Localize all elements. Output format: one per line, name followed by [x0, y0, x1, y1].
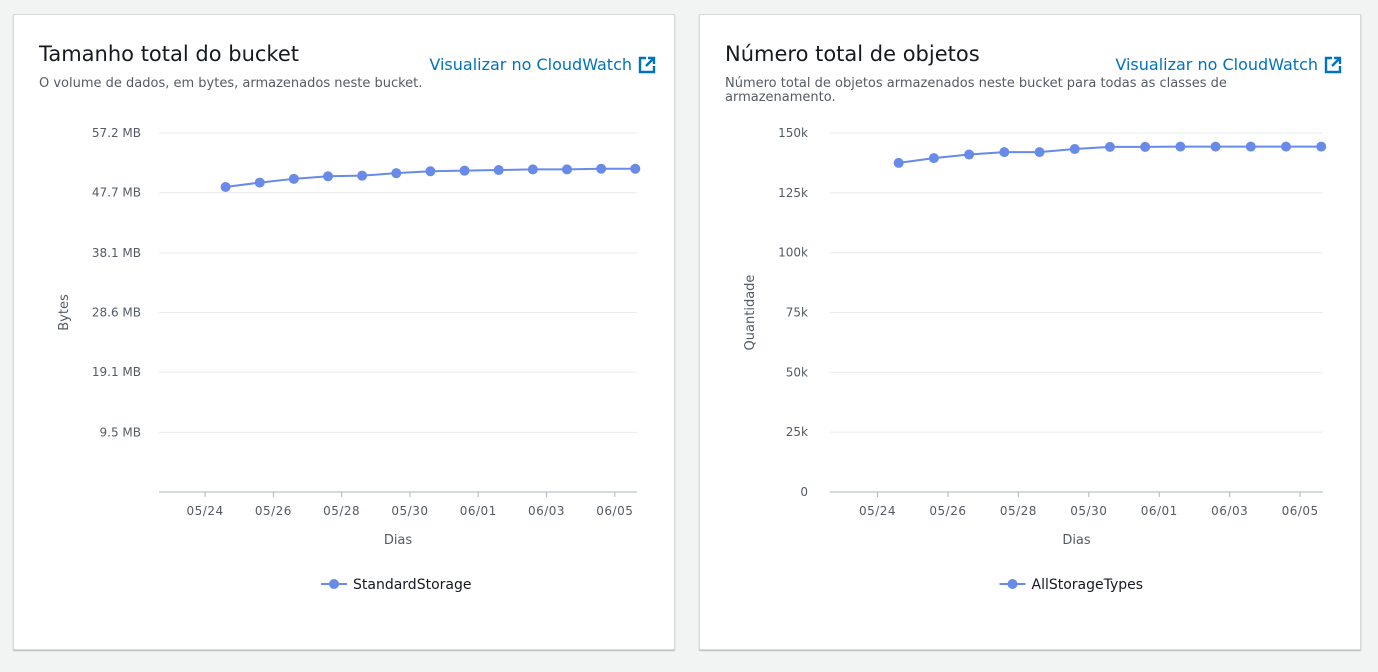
link-label: Visualizar no CloudWatch: [429, 55, 632, 74]
y-tick-label: 19.1 MB: [92, 365, 141, 379]
data-point: [425, 166, 436, 177]
object-count-chart: 150k 125k 100k 75k 50k 25k 0 05/24 05/26 05/28 05/…: [743, 126, 1327, 593]
panel-description: Número total de objetos armazenados nest…: [725, 76, 1227, 105]
view-in-cloudwatch-link[interactable]: Visualizar no CloudWatch: [1115, 55, 1342, 74]
x-tick-label: 05/24: [859, 504, 896, 518]
legend-label: StandardStorage: [353, 577, 471, 593]
y-tick-label: 100k: [778, 246, 808, 260]
data-point: [254, 177, 265, 188]
data-point: [288, 173, 299, 184]
data-point: [893, 157, 904, 168]
x-tick-label: 05/28: [323, 504, 360, 518]
x-tick-label: 06/05: [596, 504, 633, 518]
x-tick-label: 06/01: [460, 504, 497, 518]
view-in-cloudwatch-link[interactable]: Visualizar no CloudWatch: [429, 55, 656, 74]
data-point: [1245, 141, 1256, 152]
data-point: [1316, 141, 1327, 152]
x-tick-label: 05/26: [929, 504, 966, 518]
y-tick-label: 38.1 MB: [92, 246, 141, 260]
y-tick-label: 50k: [786, 365, 808, 379]
data-point: [493, 165, 504, 176]
legend-label: AllStorageTypes: [1032, 577, 1144, 593]
panel-title: Número total de objetos: [725, 42, 980, 66]
external-link-icon: [638, 56, 656, 74]
x-tick-label: 06/03: [1211, 504, 1248, 518]
data-point: [1034, 147, 1045, 158]
data-point: [596, 163, 607, 174]
data-point: [391, 168, 402, 179]
x-axis-title: Dias: [1062, 533, 1091, 548]
data-point: [220, 181, 231, 192]
data-point: [357, 170, 368, 181]
bucket-size-panel: Tamanho total do bucket O volume de dado…: [13, 14, 675, 650]
x-tick-label: 05/30: [391, 504, 428, 518]
data-point: [1175, 141, 1186, 152]
y-tick-label: 28.6 MB: [92, 306, 141, 320]
x-tick-label: 05/24: [187, 504, 224, 518]
link-label: Visualizar no CloudWatch: [1115, 55, 1318, 74]
data-point: [928, 153, 939, 164]
data-point: [527, 164, 538, 175]
y-axis-title: Bytes: [57, 294, 72, 331]
object-count-panel: Número total de objetos Número total de …: [699, 14, 1361, 650]
x-tick-label: 05/28: [1000, 504, 1037, 518]
data-point: [1210, 141, 1221, 152]
legend-marker: [1007, 579, 1018, 589]
x-tick-label: 05/30: [1070, 504, 1107, 518]
x-axis-title: Dias: [384, 533, 413, 548]
data-point: [1069, 144, 1080, 155]
data-point: [964, 149, 975, 160]
data-point: [562, 164, 573, 175]
x-tick-label: 05/26: [255, 504, 292, 518]
y-axis-title: Quantidade: [743, 275, 758, 351]
x-tick-label: 06/05: [1282, 504, 1319, 518]
y-tick-label: 0: [800, 485, 808, 499]
y-tick-label: 47.7 MB: [92, 186, 141, 200]
panel-description: O volume de dados, em bytes, armazenados…: [39, 76, 423, 91]
y-tick-label: 125k: [778, 186, 808, 200]
data-point: [323, 171, 334, 182]
panel-title: Tamanho total do bucket: [39, 42, 299, 66]
data-point: [1281, 141, 1292, 152]
y-tick-label: 57.2 MB: [92, 126, 141, 140]
data-point: [630, 163, 641, 174]
bucket-size-chart: 57.2 MB 47.7 MB 38.1 MB 28.6 MB 19.1 MB 9.5 M…: [57, 126, 641, 593]
y-tick-label: 150k: [778, 126, 808, 140]
external-link-icon: [1324, 56, 1342, 74]
y-tick-label: 25k: [786, 425, 808, 439]
y-tick-label: 75k: [786, 306, 808, 320]
data-point: [459, 165, 470, 176]
x-tick-label: 06/03: [528, 504, 565, 518]
x-tick-label: 06/01: [1141, 504, 1178, 518]
data-point: [999, 147, 1010, 158]
data-point: [1104, 141, 1115, 152]
legend-marker: [329, 579, 339, 589]
y-tick-label: 9.5 MB: [100, 425, 141, 439]
data-point: [1140, 141, 1151, 152]
